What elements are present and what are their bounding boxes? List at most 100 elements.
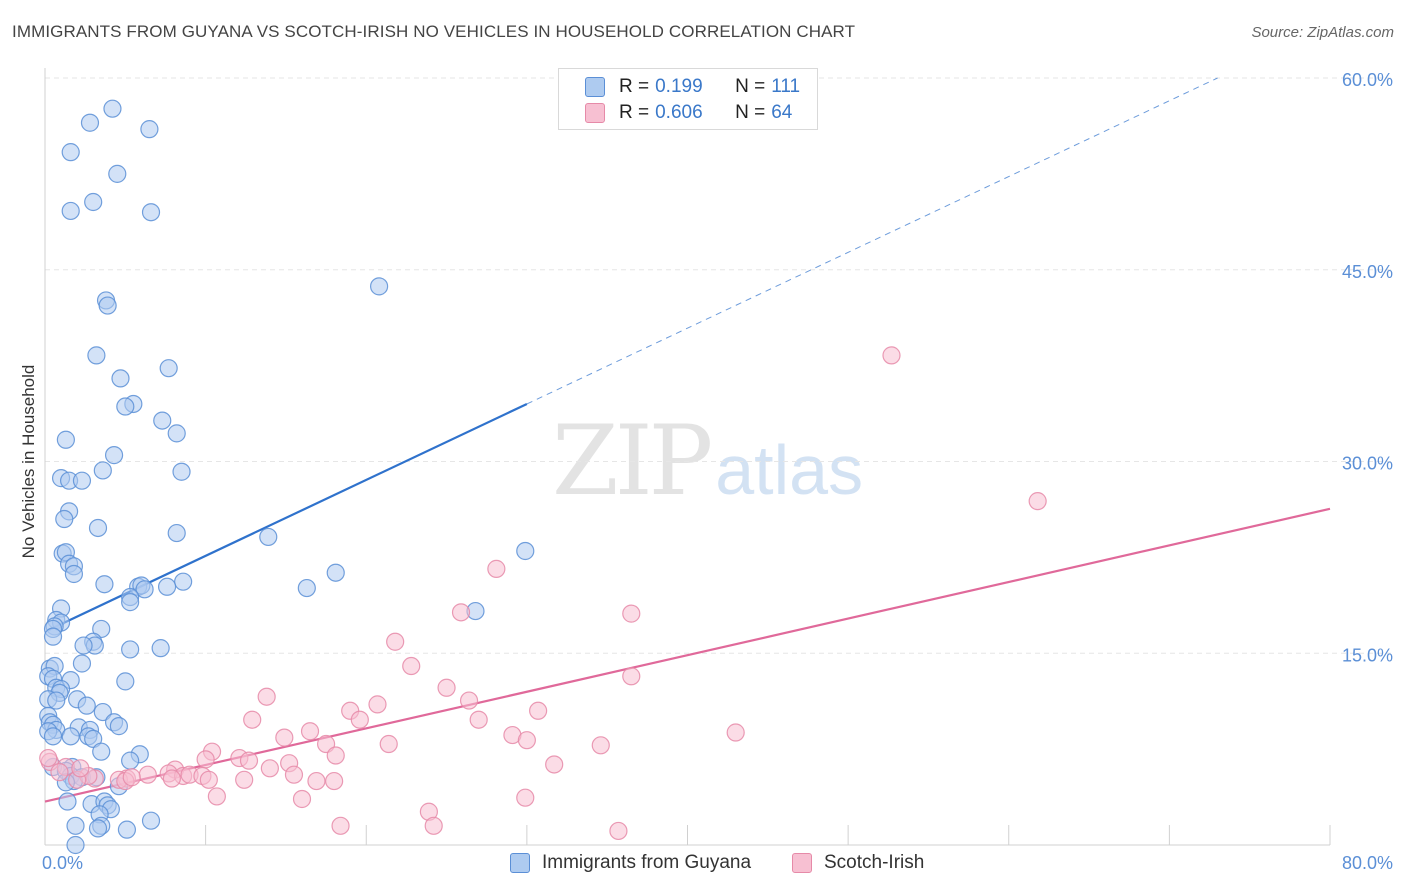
guyana-point [141, 811, 161, 830]
n-label: N = [735, 102, 766, 123]
scotch-irish-point [516, 788, 535, 807]
scotch-irish-point [260, 759, 279, 778]
scotch-irish-point [424, 816, 443, 835]
guyana-point [61, 143, 80, 162]
guyana-point [56, 430, 75, 449]
n-label: N = [735, 76, 766, 97]
grid-layer [45, 77, 1395, 654]
guyana-swatch-icon [585, 77, 605, 97]
scotch-irish-point [437, 678, 456, 697]
guyana-point [108, 164, 127, 183]
scotch-irish-point [622, 667, 641, 686]
scotch-irish-point [239, 751, 259, 770]
scotch-irish-point [207, 787, 226, 806]
guyana-point [66, 835, 85, 855]
guyana-point [121, 751, 140, 770]
guyana-point [140, 120, 159, 139]
guyana-point [111, 369, 130, 388]
scotch-irish-point [196, 750, 215, 769]
guyana-point [43, 627, 63, 646]
guyana-point [74, 636, 93, 655]
scotch-irish-point [326, 746, 345, 765]
guyana-point [61, 727, 80, 746]
scotch-irish-swatch-icon [585, 103, 605, 123]
scotch-irish-point [307, 771, 326, 791]
guyana-point [88, 518, 108, 538]
scotch-irish-point [284, 765, 304, 784]
guyana-point [84, 729, 103, 748]
scotch-irish-point [275, 728, 294, 747]
scotch-irish-point [487, 559, 506, 578]
scotch-irish-point [591, 736, 610, 755]
guyana-point [43, 727, 63, 746]
scotch-irish-point [162, 769, 181, 788]
guyana-point [121, 640, 140, 659]
guyana-point [72, 471, 92, 490]
points-layer [39, 99, 1047, 855]
scotch-irish-point [300, 722, 320, 741]
n-value: 64 [771, 102, 793, 123]
chart-title: IMMIGRANTS FROM GUYANA VS SCOTCH-IRISH N… [12, 22, 856, 41]
guyana-point [87, 346, 106, 365]
x-tick-label: 0.0% [42, 853, 83, 873]
y-tick-label: 45.0% [1342, 262, 1393, 282]
label-layer: 15.0% 30.0% 45.0% 60.0% 0.0% 80.0% No Vehicles… [19, 70, 1393, 873]
scotch-irish-legend-swatch-icon [792, 853, 812, 873]
guyana-point [93, 461, 112, 480]
guyana-point [88, 819, 108, 838]
scotch-irish-point [529, 701, 548, 720]
scotch-irish-point [199, 770, 218, 789]
guyana-point [109, 717, 128, 736]
guyana-point [151, 639, 170, 658]
trend-layer [44, 77, 1331, 803]
scotch-irish-point [882, 346, 901, 365]
guyana-point [174, 572, 193, 591]
guyana-point [167, 424, 186, 443]
stats-legend-row-scotch-irish: R = 0.606 N = 64 [585, 101, 792, 125]
x-tick-label: 80.0% [1342, 853, 1393, 873]
scotch-irish-point [122, 768, 141, 787]
guyana-point [64, 564, 84, 584]
axis-layer [44, 68, 1331, 846]
scotch-irish-point [545, 755, 564, 774]
guyana-point [95, 575, 114, 594]
scotch-irish-point [243, 710, 262, 729]
guyana-point [66, 816, 85, 835]
guyana-point [92, 619, 111, 639]
y-axis-label: No Vehicles in Household [19, 365, 38, 559]
guyana-point [80, 113, 100, 132]
r-value: 0.199 [655, 76, 703, 97]
scotch-irish-point [459, 691, 479, 710]
guyana-point [297, 578, 316, 598]
guyana-point [135, 580, 154, 599]
guyana-point [72, 654, 92, 673]
scotch-irish-point [379, 734, 398, 754]
scotch-irish-point [469, 710, 488, 729]
scotch-irish-point [292, 789, 312, 809]
legend-label-scotch-irish: Scotch-Irish [824, 852, 925, 873]
scotch-irish-point [50, 763, 69, 782]
guyana-point [84, 192, 103, 212]
scotch-irish-point [71, 759, 90, 778]
guyana-point [104, 446, 124, 465]
scotch-irish-point [1028, 492, 1047, 511]
scotch-irish-point [39, 748, 58, 768]
guyana-point [326, 563, 345, 582]
guyana-point [259, 527, 278, 547]
y-tick-label: 15.0% [1342, 645, 1393, 665]
stats-legend: R = 0.199 N = 111 R = 0.606 N = 64 [558, 68, 818, 130]
scotch-irish-point [257, 687, 276, 706]
scotch-irish-point [368, 695, 387, 714]
scotch-irish-point [726, 723, 745, 742]
scotch-irish-trend-line [44, 507, 1331, 803]
guyana-point [116, 397, 135, 416]
scotch-irish-point [331, 816, 350, 835]
r-value: 0.606 [655, 102, 703, 123]
guyana-point [61, 201, 80, 221]
r-label: R = [619, 76, 650, 97]
guyana-point [77, 696, 96, 715]
guyana-point [121, 593, 140, 612]
y-tick-label: 30.0% [1342, 454, 1393, 474]
guyana-trend-line [47, 402, 528, 632]
